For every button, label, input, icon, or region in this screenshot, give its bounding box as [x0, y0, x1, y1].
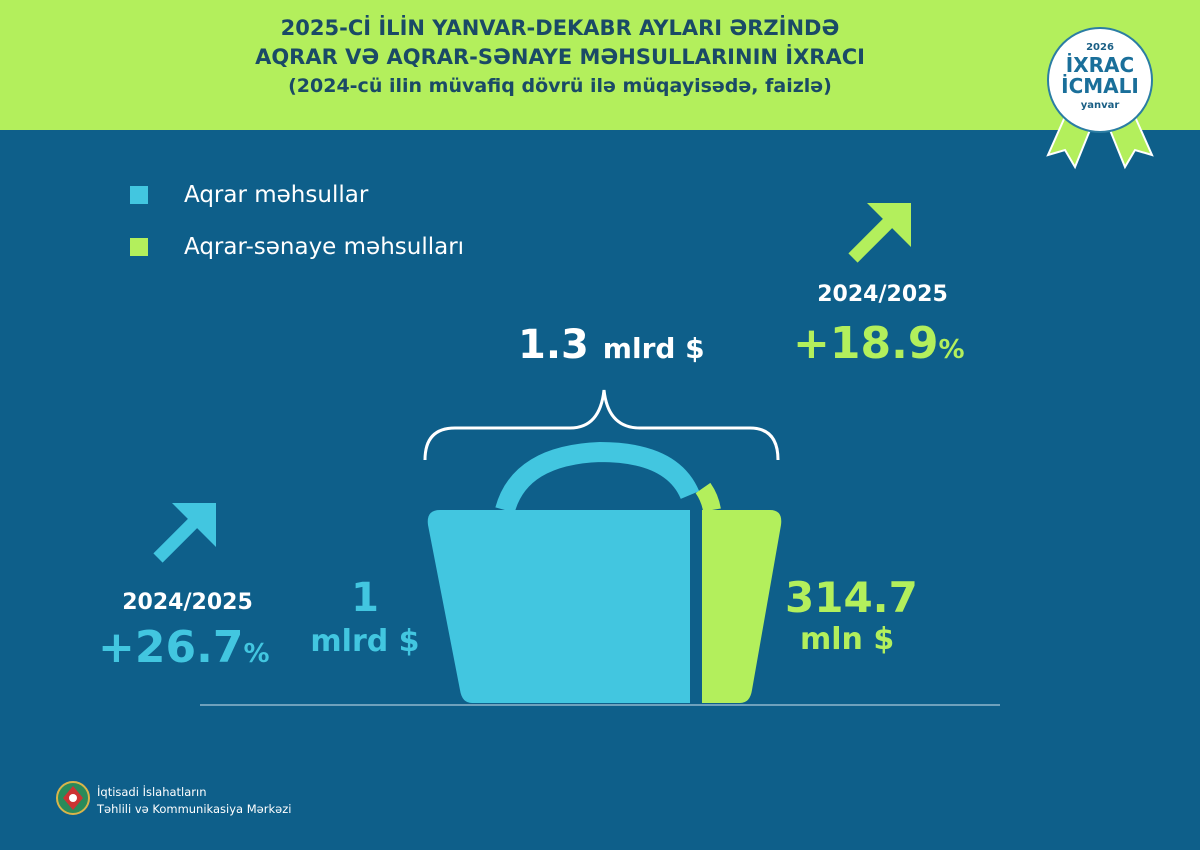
agrarian-unit: mlrd $: [310, 624, 420, 659]
rosette-icon: [1046, 27, 1154, 170]
legend-label: Aqrar məhsullar: [184, 182, 369, 208]
basket-agroindustrial: [702, 510, 782, 703]
badge: 2026 İXRAC İCMALI yanvar: [1040, 15, 1160, 170]
title-line-1: 2025-Cİ İLİN YANVAR-DEKABR AYLARI ƏRZİND…: [280, 16, 840, 40]
basket-handle-agrarian: [495, 441, 700, 514]
basket-agrarian: [427, 510, 690, 703]
legend-swatch: [130, 186, 148, 204]
agrarian-value: 1: [351, 575, 379, 621]
total-brace: [423, 389, 780, 461]
legend-label: Aqrar-sənaye məhsulları: [184, 234, 465, 260]
badge-line-2: İCMALI: [1061, 74, 1139, 98]
agroindustrial-value: 314.7: [785, 573, 918, 622]
basket-handle-agroindustrial: [695, 482, 721, 512]
agrarian-change: +26.7%: [98, 622, 270, 673]
agroindustrial-unit: mln $: [800, 622, 895, 657]
badge-year: 2026: [1086, 42, 1114, 53]
agroindustrial-change: +18.9%: [793, 318, 965, 369]
agroindustrial-period: 2024/2025: [817, 282, 948, 307]
footer-line-2: Təhlili və Kommunikasiya Mərkəzi: [97, 802, 292, 816]
legend-item-agroindustrial: Aqrar-sənaye məhsulları: [130, 234, 464, 260]
agrarian-period: 2024/2025: [122, 590, 253, 615]
badge-month: yanvar: [1080, 100, 1120, 111]
legend-item-agrarian: Aqrar məhsullar: [130, 182, 368, 208]
footer-org: İqtisadi İslahatların Təhlili və Kommuni…: [97, 784, 291, 818]
emblem-icon: [56, 781, 90, 815]
badge-line-1: İXRAC: [1065, 53, 1135, 77]
total-value: 1.3 mlrd $: [518, 322, 705, 368]
page-title: 2025-Cİ İLİN YANVAR-DEKABR AYLARI ƏRZİND…: [150, 14, 970, 101]
title-line-2: AQRAR VƏ AQRAR-SƏNAYE MƏHSULLARININ İXRA…: [255, 45, 865, 69]
arrow-up-right-icon: [848, 203, 911, 263]
legend-swatch: [130, 238, 148, 256]
header-band: [0, 0, 1200, 130]
title-subtitle: (2024-cü ilin müvafiq dövrü ilə müqayisə…: [288, 75, 832, 97]
arrow-up-right-icon: [153, 503, 216, 563]
footer-line-1: İqtisadi İslahatların: [97, 785, 207, 799]
